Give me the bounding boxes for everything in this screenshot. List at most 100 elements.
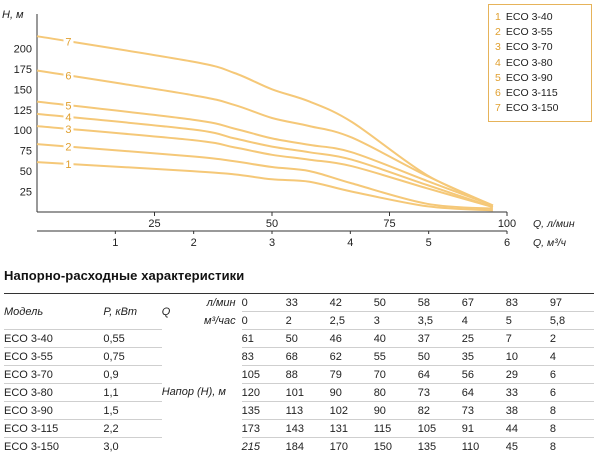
- table-row: ECO 3-40 0,55 Напор (Н), м 61 50 46 40 37 25 7 2: [4, 329, 594, 398]
- curve-1: [36, 161, 493, 212]
- legend-label: ECO 3-40: [503, 11, 553, 23]
- curve-label-1: 1: [65, 159, 71, 171]
- head-value-cell: 90: [329, 383, 374, 402]
- model-cell: ECO 3-80: [4, 383, 104, 402]
- curve-label-5: 5: [65, 100, 71, 112]
- power-cell: 2,2: [103, 419, 162, 438]
- head-value-cell: 10: [505, 347, 550, 366]
- header-unit-lmin: л/мин: [178, 293, 242, 312]
- legend-item: 6 ECO 3-115: [495, 86, 591, 101]
- q-lmin-value: 0: [241, 293, 286, 312]
- q-lmin-value: 42: [329, 293, 374, 312]
- curve-2: [36, 143, 493, 210]
- head-value-cell: 4: [549, 347, 594, 366]
- head-value-cell: 79: [329, 365, 374, 384]
- head-value-cell: 29: [505, 365, 550, 384]
- head-value-cell: 55: [373, 347, 418, 366]
- curve-3: [36, 125, 494, 209]
- head-value-cell: 91: [461, 419, 506, 438]
- legend-item: 4 ECO 3-80: [495, 56, 591, 71]
- legend-number: 3: [495, 41, 501, 54]
- head-value-cell: 2: [549, 329, 594, 348]
- section-title: Напорно-расходные характеристики: [4, 268, 245, 283]
- y-tick-label: 200: [14, 43, 32, 55]
- table-row: ECO 3-80 1,1 120 101 90 80 73 64 33 6: [4, 383, 594, 402]
- head-value-cell: 6: [549, 365, 594, 384]
- y-tick-label: 150: [14, 84, 32, 96]
- legend-label: ECO 3-150: [503, 102, 559, 115]
- head-value-cell: 37: [417, 329, 462, 348]
- table-row: ECO 3-70 0,9 105 88 79 70 64 56 29 6: [4, 365, 594, 384]
- x-tick-label-m3h: 5: [426, 237, 432, 249]
- curve-7: [36, 35, 494, 207]
- head-value-cell: 110: [461, 437, 506, 455]
- curve-label-bg: [63, 139, 74, 152]
- legend-label: ECO 3-90: [503, 71, 553, 84]
- table-row: ECO 3-150 3,0 215 184 170 150 135 110 45 8: [4, 437, 594, 455]
- legend-item: 1 ECO 3-40: [495, 10, 591, 25]
- head-value-cell: 8: [549, 401, 594, 420]
- head-value-cell: 33: [505, 383, 550, 402]
- head-value-cell: 68: [285, 347, 330, 366]
- head-value-cell: 88: [285, 365, 330, 384]
- y-tick-label: 25: [20, 187, 32, 199]
- curve-label-2: 2: [65, 142, 71, 154]
- x-tick-label-lmin: 25: [148, 218, 160, 230]
- head-value-cell: 131: [329, 419, 374, 438]
- power-cell: 3,0: [103, 437, 162, 455]
- head-value-cell: 64: [417, 365, 462, 384]
- legend-number: 1: [495, 11, 501, 23]
- power-cell: 0,9: [103, 365, 162, 384]
- curve-4: [36, 112, 494, 209]
- head-value-cell: 113: [285, 401, 330, 420]
- y-tick-label: 175: [14, 64, 32, 76]
- head-value-cell: 135: [241, 401, 286, 420]
- x-tick-label-m3h: 2: [191, 237, 197, 249]
- q-lmin-value: 33: [285, 293, 330, 312]
- head-value-cell: 173: [241, 419, 286, 438]
- legend-item: 2 ECO 3-55: [495, 25, 591, 40]
- curve-label-4: 4: [65, 112, 71, 124]
- curve-label-3: 3: [65, 124, 71, 136]
- head-value-cell: 35: [461, 347, 506, 366]
- head-value-cell: 40: [373, 329, 418, 348]
- power-cell: 1,5: [103, 401, 162, 420]
- legend-item: 3 ECO 3-70: [495, 40, 591, 55]
- head-value-cell: 83: [241, 347, 286, 366]
- model-cell: ECO 3-150: [4, 437, 104, 455]
- curve-label-bg: [63, 98, 74, 111]
- curve-label-7: 7: [65, 36, 71, 48]
- head-value-cell: 25: [461, 329, 506, 348]
- power-cell: 1,1: [103, 383, 162, 402]
- x-tick-label-m3h: 6: [504, 237, 510, 249]
- x-tick-label-m3h: 3: [269, 237, 275, 249]
- model-cell: ECO 3-55: [4, 347, 104, 366]
- q-m3h-value: 3: [373, 311, 418, 330]
- head-value-cell: 62: [329, 347, 374, 366]
- head-value-cell: 115: [373, 419, 418, 438]
- y-tick-label: 75: [20, 146, 32, 158]
- y-tick-label: 50: [20, 166, 32, 178]
- x-axis-label-lmin: Q, л/мин: [533, 218, 575, 230]
- q-m3h-value: 0: [241, 311, 286, 330]
- legend-label: ECO 3-115: [503, 87, 558, 100]
- head-value-cell: 44: [505, 419, 550, 438]
- header-power: P, кВт: [103, 293, 162, 330]
- header-model: Модель: [4, 293, 104, 330]
- q-lmin-value: 67: [461, 293, 506, 312]
- head-value-cell: 7: [505, 329, 550, 348]
- curve-6: [36, 69, 494, 207]
- legend-number: 6: [495, 87, 501, 100]
- head-value-cell: 101: [285, 383, 330, 402]
- head-value-cell: 135: [417, 437, 462, 455]
- head-value-cell: 90: [373, 401, 418, 420]
- q-m3h-value: 2,5: [329, 311, 374, 330]
- q-lmin-value: 97: [549, 293, 594, 312]
- head-value-cell: 105: [241, 365, 286, 384]
- curve-label-bg: [63, 110, 74, 123]
- x-axis-label-m3h: Q, м³/ч: [533, 237, 567, 249]
- table-row: ECO 3-90 1,5 135 113 102 90 82 73 38 8: [4, 401, 594, 420]
